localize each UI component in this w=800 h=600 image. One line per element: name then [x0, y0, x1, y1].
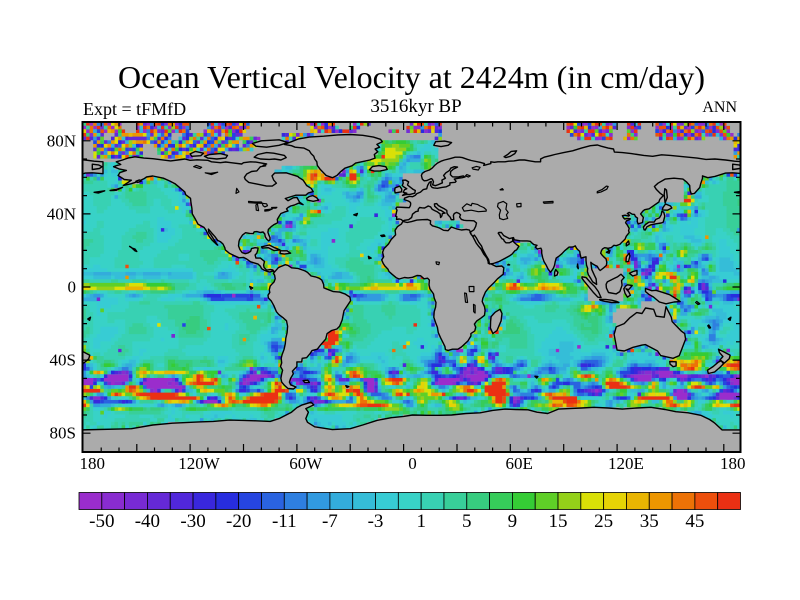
svg-text:40N: 40N: [47, 204, 76, 223]
svg-text:60E: 60E: [506, 454, 533, 473]
svg-text:15: 15: [549, 511, 568, 532]
svg-text:0: 0: [68, 278, 77, 297]
svg-text:45: 45: [685, 511, 704, 532]
svg-text:Expt = tFMfD: Expt = tFMfD: [83, 99, 186, 119]
svg-text:120E: 120E: [608, 454, 644, 473]
svg-text:-30: -30: [180, 511, 205, 532]
svg-text:-11: -11: [272, 511, 297, 532]
svg-text:60W: 60W: [289, 454, 323, 473]
svg-text:35: 35: [640, 511, 659, 532]
svg-text:1: 1: [416, 511, 426, 532]
svg-text:40S: 40S: [50, 351, 76, 370]
svg-text:0: 0: [408, 454, 417, 473]
svg-text:80S: 80S: [50, 424, 76, 443]
svg-text:-3: -3: [368, 511, 384, 532]
svg-text:80N: 80N: [47, 131, 76, 150]
svg-text:5: 5: [462, 511, 472, 532]
svg-text:180: 180: [80, 454, 106, 473]
svg-text:3516kyr BP: 3516kyr BP: [370, 96, 461, 117]
svg-text:-7: -7: [322, 511, 338, 532]
svg-text:25: 25: [594, 511, 613, 532]
svg-text:9: 9: [508, 511, 518, 532]
svg-text:-40: -40: [135, 511, 160, 532]
svg-text:120W: 120W: [178, 454, 221, 473]
svg-text:Ocean Vertical Velocity at 242: Ocean Vertical Velocity at 2424m (in cm/…: [118, 59, 705, 95]
svg-text:ANN: ANN: [702, 99, 737, 116]
svg-text:-20: -20: [226, 511, 251, 532]
svg-text:180: 180: [720, 454, 746, 473]
svg-text:-50: -50: [89, 511, 114, 532]
